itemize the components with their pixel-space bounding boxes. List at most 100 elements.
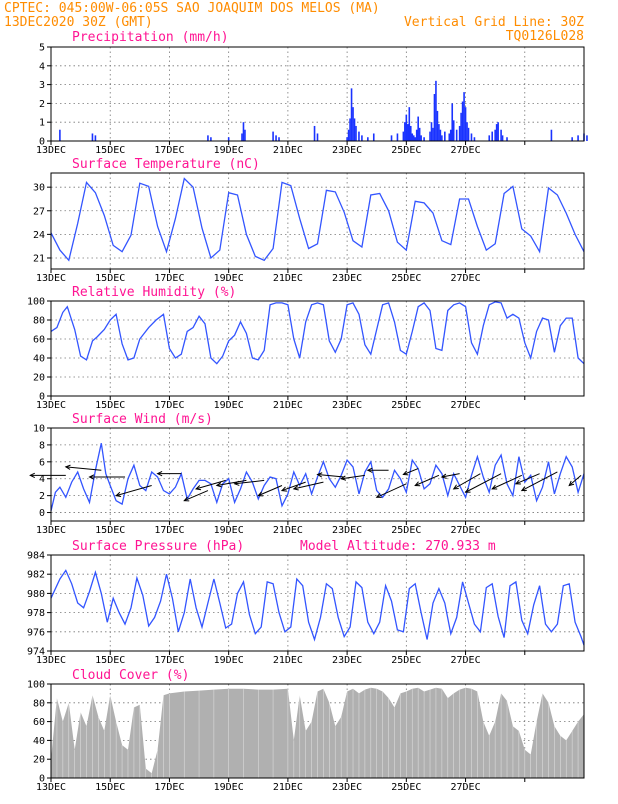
precip-bar xyxy=(244,129,246,141)
wind-arrow xyxy=(194,479,226,491)
precip-bar xyxy=(461,101,464,141)
wind-arrow-head xyxy=(257,491,264,497)
wind-arrow-head xyxy=(29,472,35,478)
precip-bar xyxy=(436,110,439,141)
x-tick-label: 27DEC xyxy=(451,782,481,793)
wind-arrow xyxy=(491,474,523,490)
wind-arrow-shaft xyxy=(216,479,247,486)
precip-bar xyxy=(439,129,442,141)
wind-arrow xyxy=(440,473,460,479)
y-tick-label: 80 xyxy=(33,698,45,709)
wind-arrow xyxy=(340,474,365,481)
y-tick-label: 980 xyxy=(27,589,45,600)
x-tick-label: 19DEC xyxy=(214,400,244,411)
precip-bar xyxy=(241,133,243,141)
wind-arrow xyxy=(568,474,582,487)
x-tick-label: 21DEC xyxy=(273,655,303,666)
wind-arrow-head xyxy=(115,491,122,497)
x-tick-label: 21DEC xyxy=(273,273,303,284)
x-tick-label: 25DEC xyxy=(391,655,421,666)
x-tick-label: 17DEC xyxy=(154,273,184,284)
panels: 0 1 2 3 4 5 13DEC 15DEC 17DEC 19DEC 21DEC 23DEC 25DE… xyxy=(27,30,588,793)
wind-arrow xyxy=(215,479,247,488)
precip-bar xyxy=(278,137,280,141)
panel-frame xyxy=(50,172,585,270)
precip-bar xyxy=(313,125,316,141)
y-tick-label: 0 xyxy=(39,137,45,148)
y-tick-label: 6 xyxy=(39,457,45,468)
precip-bar xyxy=(409,125,412,141)
wind-arrow xyxy=(375,483,407,498)
x-tick-label: 15DEC xyxy=(95,655,125,666)
wind-arrow-head xyxy=(156,471,163,477)
header-grid-note: Vertical Grid Line: 30Z xyxy=(404,15,584,30)
x-tick-label: 21DEC xyxy=(273,400,303,411)
precip-bar xyxy=(390,135,393,141)
header-code: TQ0126L028 xyxy=(506,29,584,44)
precip-bar xyxy=(396,133,399,141)
precip-bar xyxy=(458,125,461,141)
wind-arrow-shaft xyxy=(403,468,419,475)
wind-arrow-shaft xyxy=(568,474,582,486)
wind-arrow-head xyxy=(520,486,527,492)
precip-bar xyxy=(501,135,504,141)
wind-arrow xyxy=(292,481,324,491)
x-tick-label: 19DEC xyxy=(214,525,244,536)
wind-arrow-head xyxy=(491,484,498,490)
precip-bar xyxy=(353,118,356,141)
y-tick-label: 982 xyxy=(27,570,45,581)
precip-bar xyxy=(316,133,319,141)
wind-arrow-head xyxy=(292,485,299,491)
y-tick-label: 0 xyxy=(39,508,45,519)
x-tick-label: 19DEC xyxy=(214,655,244,666)
y-tick-label: 40 xyxy=(33,736,45,747)
wind-arrow-head xyxy=(366,467,373,473)
precip-bar xyxy=(488,135,491,141)
precip-bar xyxy=(418,127,421,141)
precip-bar xyxy=(59,129,61,141)
x-tick-label: 27DEC xyxy=(451,400,481,411)
panel-3: 0 20 40 60 80 100 13DEC 15DEC 17DEC 19DEC 21DEC 23D… xyxy=(27,285,585,411)
x-tick-label: 15DEC xyxy=(95,525,125,536)
precip-bar xyxy=(467,127,470,141)
wind-arrow-head xyxy=(440,473,447,479)
wind-arrow-head xyxy=(88,474,95,480)
x-tick-label: 25DEC xyxy=(391,273,421,284)
wind-arrow-shaft xyxy=(281,481,306,492)
precip-bar xyxy=(242,122,245,141)
x-tick-label: 13DEC xyxy=(36,145,66,156)
y-tick-label: 976 xyxy=(27,627,45,638)
y-tick-label: 974 xyxy=(27,647,45,658)
wind-arrow xyxy=(464,473,502,493)
wind-arrow-head xyxy=(514,479,521,485)
wind-arrow-shaft xyxy=(441,473,460,478)
y-tick-label: 4 xyxy=(39,61,45,72)
wind-arrow-head xyxy=(568,480,575,487)
x-tick-label: 19DEC xyxy=(214,145,244,156)
precip-bar xyxy=(586,135,588,141)
series-line xyxy=(50,443,585,512)
precip-bar xyxy=(358,131,360,141)
x-tick-label: 25DEC xyxy=(391,400,421,411)
wind-arrow-head xyxy=(414,481,421,487)
precip-bar xyxy=(466,122,468,141)
panel-2: 21 24 27 30 13DEC 15DEC 17DEC 19DEC 21DEC 23DEC 25… xyxy=(33,157,585,284)
wind-arrow-shaft xyxy=(116,485,152,497)
wind-arrow xyxy=(29,472,66,478)
precip-bar xyxy=(407,124,409,141)
x-tick-label: 13DEC xyxy=(36,525,66,536)
x-tick-label: 25DEC xyxy=(391,525,421,536)
wind-arrow xyxy=(88,474,126,480)
precip-bar xyxy=(429,131,431,141)
precip-bar xyxy=(470,133,473,141)
precip-bar xyxy=(408,107,411,141)
panel-title: Surface Wind (m/s) xyxy=(72,412,213,427)
x-tick-label: 15DEC xyxy=(95,273,125,284)
wind-arrow xyxy=(233,479,265,486)
precip-bar xyxy=(449,129,452,141)
precip-bar xyxy=(506,137,508,141)
x-tick-label: 25DEC xyxy=(391,145,421,156)
precip-bar xyxy=(210,137,212,141)
x-tick-label: 17DEC xyxy=(154,782,184,793)
